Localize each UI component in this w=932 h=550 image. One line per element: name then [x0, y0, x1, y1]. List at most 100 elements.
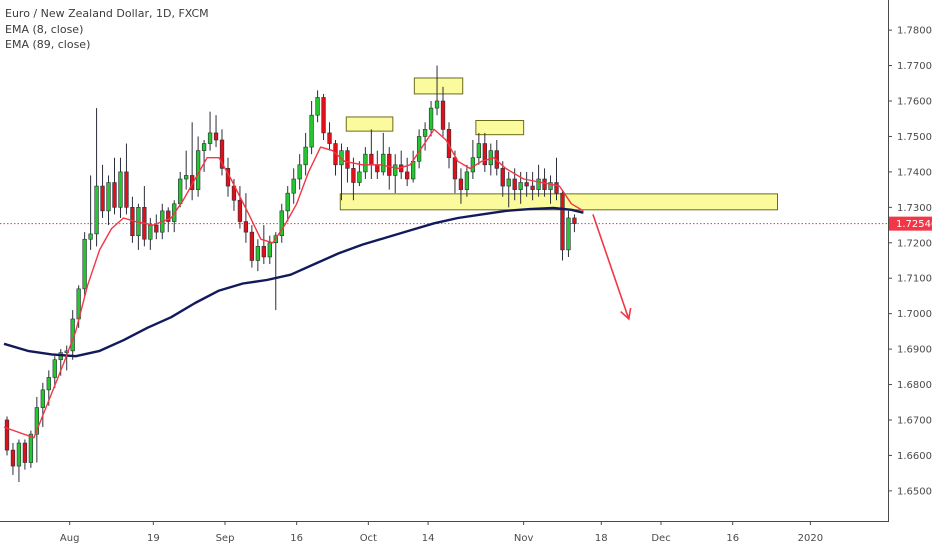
- candle-body: [446, 129, 452, 159]
- candle-body: [213, 132, 219, 141]
- candle-body: [315, 97, 320, 116]
- x-tick-label: 16: [290, 533, 303, 544]
- chart-title: Euro / New Zealand Dollar, 1D, FXCM: [5, 7, 209, 20]
- candle-body: [440, 100, 446, 130]
- y-tick-label: 1.65000: [897, 486, 932, 497]
- y-tick-label: 1.67000: [897, 415, 932, 426]
- y-tick-label: 1.70000: [897, 309, 932, 320]
- y-tick-label: 1.72000: [897, 238, 932, 249]
- candle-body: [506, 178, 511, 187]
- candle-body: [554, 182, 559, 194]
- zone-rectangle: [345, 116, 394, 132]
- candle-body: [94, 185, 99, 235]
- candle-body: [4, 419, 10, 451]
- candle-body: [178, 178, 183, 205]
- candle-body: [321, 97, 326, 134]
- candle-body: [124, 171, 129, 208]
- candle-body: [88, 233, 93, 240]
- candle-body: [470, 157, 476, 173]
- x-tick-label: Oct: [360, 533, 377, 544]
- candle-body: [118, 171, 123, 208]
- candle-body: [100, 185, 105, 212]
- candle-body: [452, 157, 458, 180]
- candle-body: [518, 182, 523, 190]
- candle-body: [237, 199, 243, 222]
- y-tick-label: 1.76000: [897, 97, 932, 108]
- x-tick-label: 2020: [798, 533, 823, 544]
- candle-body: [524, 182, 529, 187]
- current-price-label: 1.72540: [896, 219, 932, 230]
- candle-body: [219, 139, 225, 169]
- candle-body: [148, 224, 153, 240]
- legend-ema-89: EMA (89, close): [5, 38, 91, 51]
- candle-body: [345, 150, 350, 169]
- candle-body: [261, 246, 266, 258]
- candle-body: [422, 129, 428, 137]
- ema-89-line: [3, 206, 584, 358]
- candle-body: [243, 221, 249, 233]
- candle-body: [297, 164, 302, 180]
- candle-body: [500, 168, 505, 187]
- candle-body: [393, 164, 398, 176]
- candle-body: [434, 100, 440, 109]
- candle-body: [22, 442, 28, 463]
- candle-body: [369, 153, 374, 166]
- x-tick-label: Aug: [60, 533, 80, 544]
- candle-body: [464, 171, 470, 190]
- ema-8-line: [3, 128, 584, 439]
- candle-body: [482, 143, 487, 166]
- candle-body: [387, 153, 392, 176]
- candle-body: [291, 178, 296, 194]
- chart-legend: Euro / New Zealand Dollar, 1D, FXCM EMA …: [5, 6, 209, 53]
- legend-ema-8: EMA (8, close): [5, 22, 84, 36]
- y-tick-label: 1.66000: [897, 451, 932, 462]
- trend-arrow-head: [620, 308, 632, 321]
- x-tick-label: 19: [147, 533, 160, 544]
- candle-body: [106, 182, 111, 212]
- candle-body: [279, 210, 284, 236]
- candle-body: [166, 210, 171, 222]
- x-tick-label: 16: [726, 533, 739, 544]
- candle-body: [201, 143, 207, 151]
- candle-body: [536, 178, 541, 190]
- zone-rectangle: [413, 77, 464, 95]
- candle-body: [16, 442, 22, 467]
- candle-body: [375, 164, 380, 173]
- candle-body: [267, 242, 272, 258]
- candle-body: [82, 238, 87, 290]
- candle-body: [542, 178, 547, 190]
- candle-body: [458, 178, 464, 190]
- candle-body: [512, 178, 517, 190]
- candle-body: [363, 153, 368, 173]
- current-price-label-bg: [889, 216, 932, 231]
- candle-body: [112, 182, 117, 208]
- y-tick-label: 1.78000: [897, 26, 932, 37]
- x-tick-label: Sep: [216, 533, 235, 544]
- candle-body: [428, 107, 434, 130]
- candle-body: [560, 192, 565, 251]
- trend-arrow: [592, 214, 630, 320]
- y-tick-label: 1.74000: [897, 167, 932, 178]
- candle-body: [303, 146, 308, 166]
- x-tick-label: Nov: [514, 533, 534, 544]
- candle-body: [476, 143, 482, 159]
- candle-body: [40, 389, 45, 408]
- y-tick-label: 1.71000: [897, 274, 932, 285]
- zone-rectangle: [475, 120, 525, 136]
- candle-body: [357, 171, 362, 183]
- candle-body: [566, 217, 571, 251]
- y-tick-label: 1.68000: [897, 380, 932, 391]
- y-tick-label: 1.73000: [897, 203, 932, 214]
- candle-body: [207, 132, 213, 144]
- candle-body: [255, 246, 261, 261]
- y-tick-label: 1.75000: [897, 132, 932, 143]
- x-tick-label: 14: [422, 533, 435, 544]
- candle-body: [381, 153, 386, 173]
- candle-body: [548, 182, 553, 190]
- candle-body: [327, 132, 332, 144]
- zone-rectangle: [339, 193, 778, 211]
- candle-body: [249, 231, 255, 261]
- candle-body: [189, 175, 195, 190]
